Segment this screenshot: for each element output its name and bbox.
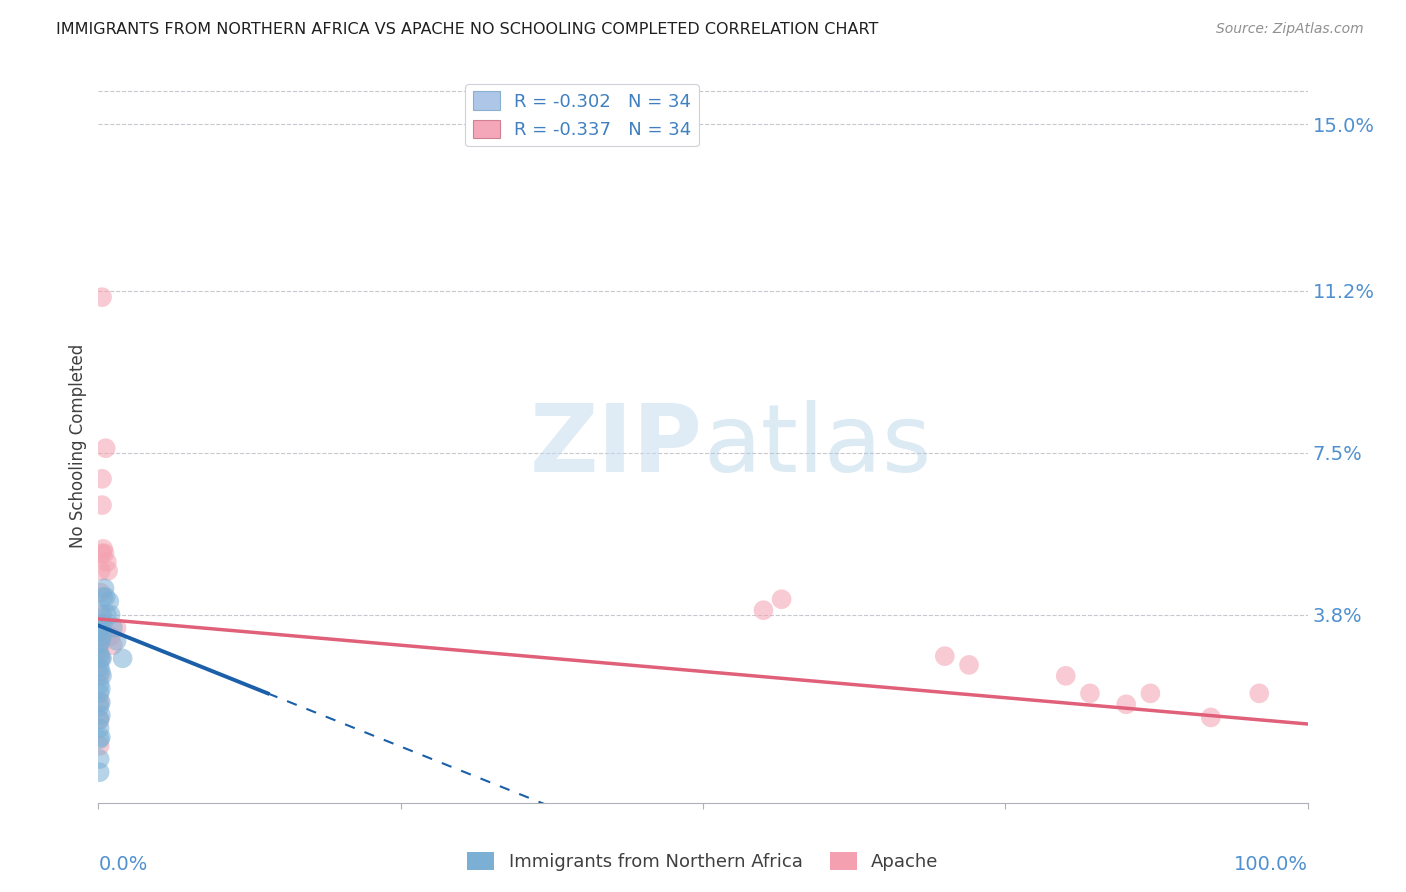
Point — [93, 582, 115, 596]
Text: IMMIGRANTS FROM NORTHERN AFRICA VS APACHE NO SCHOOLING COMPLETED CORRELATION CHA: IMMIGRANTS FROM NORTHERN AFRICA VS APACH… — [56, 22, 879, 37]
Point — [90, 621, 112, 635]
Point — [91, 629, 114, 643]
Point — [96, 607, 118, 622]
Point — [101, 638, 124, 652]
Point — [91, 546, 114, 560]
Point — [90, 665, 112, 679]
Point — [770, 592, 793, 607]
Text: ZIP: ZIP — [530, 400, 703, 492]
Point — [91, 541, 114, 556]
Point — [91, 669, 114, 683]
Text: atlas: atlas — [703, 400, 931, 492]
Point — [91, 616, 114, 631]
Point — [89, 647, 111, 661]
Point — [98, 594, 121, 608]
Point — [89, 732, 111, 747]
Point — [90, 629, 112, 643]
Point — [90, 607, 112, 622]
Point — [91, 590, 114, 604]
Point — [89, 642, 111, 657]
Point — [89, 621, 111, 635]
Point — [89, 686, 111, 700]
Text: 100.0%: 100.0% — [1233, 855, 1308, 874]
Point — [100, 629, 122, 643]
Point — [89, 677, 111, 691]
Point — [90, 730, 112, 744]
Text: Source: ZipAtlas.com: Source: ZipAtlas.com — [1216, 22, 1364, 37]
Point — [90, 651, 112, 665]
Point — [93, 546, 115, 560]
Point — [1054, 669, 1077, 683]
Point — [957, 657, 980, 672]
Point — [91, 472, 114, 486]
Point — [89, 669, 111, 683]
Point — [934, 649, 956, 664]
Point — [101, 621, 124, 635]
Point — [89, 765, 111, 780]
Point — [89, 660, 111, 674]
Point — [1199, 710, 1222, 724]
Legend: R = -0.302   N = 34, R = -0.337   N = 34: R = -0.302 N = 34, R = -0.337 N = 34 — [465, 84, 699, 146]
Point — [87, 638, 110, 652]
Point — [105, 621, 128, 635]
Y-axis label: No Schooling Completed: No Schooling Completed — [69, 344, 87, 548]
Point — [1115, 698, 1137, 712]
Point — [97, 564, 120, 578]
Point — [91, 607, 114, 622]
Point — [1249, 686, 1271, 700]
Text: 0.0%: 0.0% — [98, 855, 148, 874]
Point — [90, 681, 112, 696]
Point — [90, 564, 112, 578]
Point — [90, 633, 112, 648]
Point — [89, 695, 111, 709]
Point — [100, 607, 122, 622]
Point — [89, 752, 111, 766]
Point — [1139, 686, 1161, 700]
Point — [89, 625, 111, 640]
Point — [91, 290, 114, 304]
Point — [89, 699, 111, 714]
Point — [87, 638, 110, 652]
Point — [91, 498, 114, 512]
Point — [105, 633, 128, 648]
Point — [90, 695, 112, 709]
Point — [89, 713, 111, 727]
Point — [90, 708, 112, 723]
Point — [89, 722, 111, 736]
Point — [90, 585, 112, 599]
Legend: Immigrants from Northern Africa, Apache: Immigrants from Northern Africa, Apache — [460, 845, 946, 879]
Point — [1078, 686, 1101, 700]
Point — [89, 739, 111, 753]
Point — [90, 651, 112, 665]
Point — [752, 603, 775, 617]
Point — [94, 441, 117, 455]
Point — [96, 555, 118, 569]
Point — [94, 590, 117, 604]
Point — [111, 651, 134, 665]
Point — [89, 713, 111, 727]
Point — [91, 651, 114, 665]
